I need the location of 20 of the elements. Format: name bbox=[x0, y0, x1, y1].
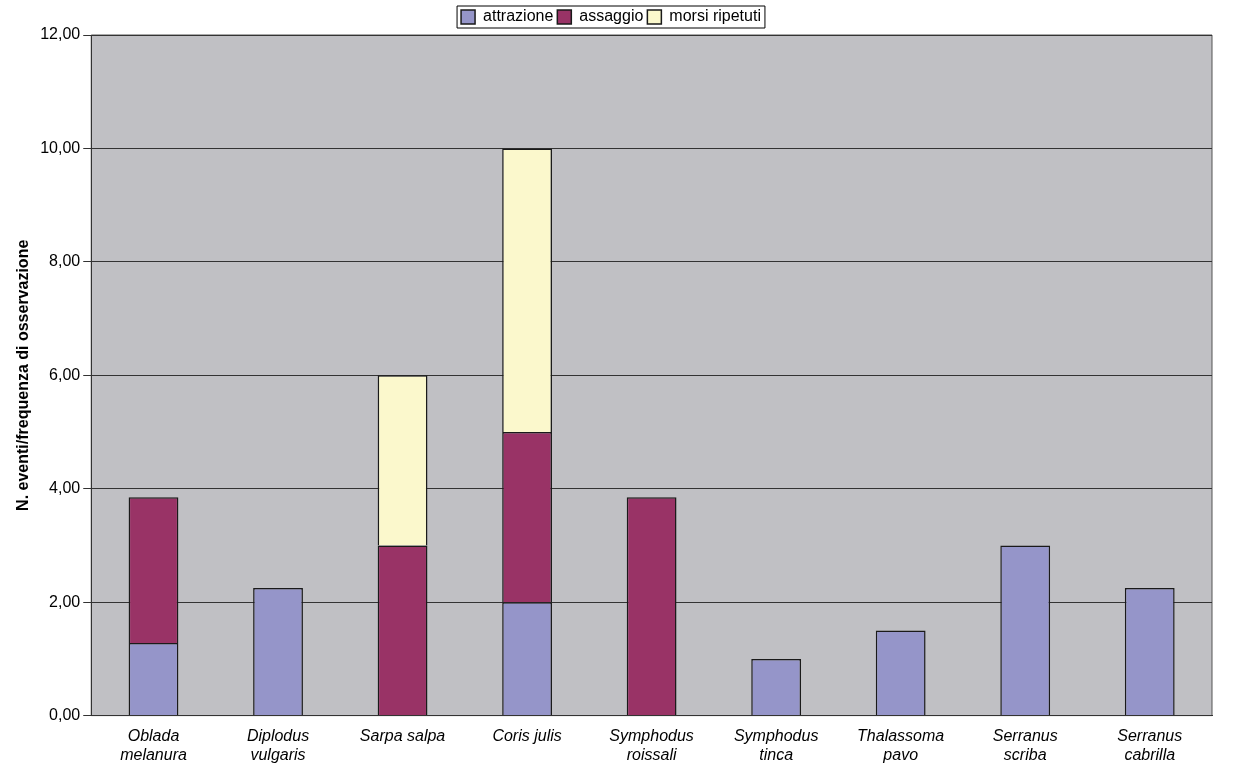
y-tick-label: 8,00 bbox=[49, 252, 81, 270]
x-tick-label: Diplodus vulgaris bbox=[246, 726, 310, 763]
x-tick-label: Symphodus tinca bbox=[733, 726, 819, 763]
x-tick-label: Serranus scriba bbox=[992, 726, 1058, 763]
y-tick-label: 0,00 bbox=[49, 706, 81, 724]
x-tick-label: Sarpa salpa bbox=[359, 726, 446, 744]
y-axis-title: N. eventi/frequenza di osservazione bbox=[14, 239, 32, 511]
x-tick-label: Thalassoma pavo bbox=[857, 726, 945, 763]
legend-label: assaggio bbox=[579, 7, 644, 25]
y-tick-label: 10,00 bbox=[40, 138, 81, 156]
x-tick-label: Symphodus roissali bbox=[609, 726, 694, 763]
y-tick-label: 4,00 bbox=[49, 479, 81, 497]
y-tick-label: 2,00 bbox=[49, 592, 81, 610]
y-tick-label: 6,00 bbox=[49, 365, 81, 383]
x-tick-label: Oblada melanura bbox=[120, 726, 187, 763]
y-tick-label: 12,00 bbox=[40, 25, 81, 43]
x-tick-label: Serranus cabrilla bbox=[1117, 726, 1183, 763]
legend-label: attrazione bbox=[483, 7, 554, 25]
legend-label: morsi ripetuti bbox=[669, 7, 761, 25]
x-tick-label: Coris julis bbox=[492, 726, 562, 744]
